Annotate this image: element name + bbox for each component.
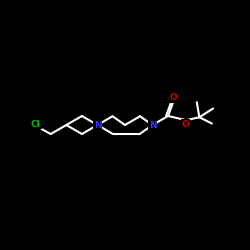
Text: O: O <box>169 93 177 102</box>
Text: Cl: Cl <box>31 120 40 128</box>
Text: N: N <box>149 120 156 130</box>
Text: O: O <box>182 120 190 129</box>
Text: N: N <box>94 120 101 130</box>
